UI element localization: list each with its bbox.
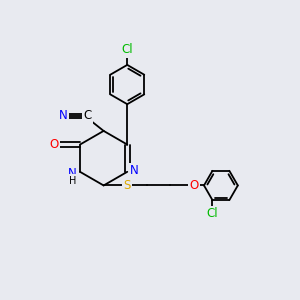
Text: O: O <box>50 138 59 151</box>
Text: N: N <box>59 110 68 122</box>
Text: H: H <box>69 176 76 185</box>
Text: S: S <box>124 179 131 192</box>
Text: C: C <box>84 110 92 122</box>
Text: Cl: Cl <box>122 44 133 56</box>
Text: Cl: Cl <box>207 207 218 220</box>
Text: O: O <box>189 179 198 192</box>
Text: N: N <box>130 164 139 177</box>
Text: N: N <box>68 167 77 180</box>
